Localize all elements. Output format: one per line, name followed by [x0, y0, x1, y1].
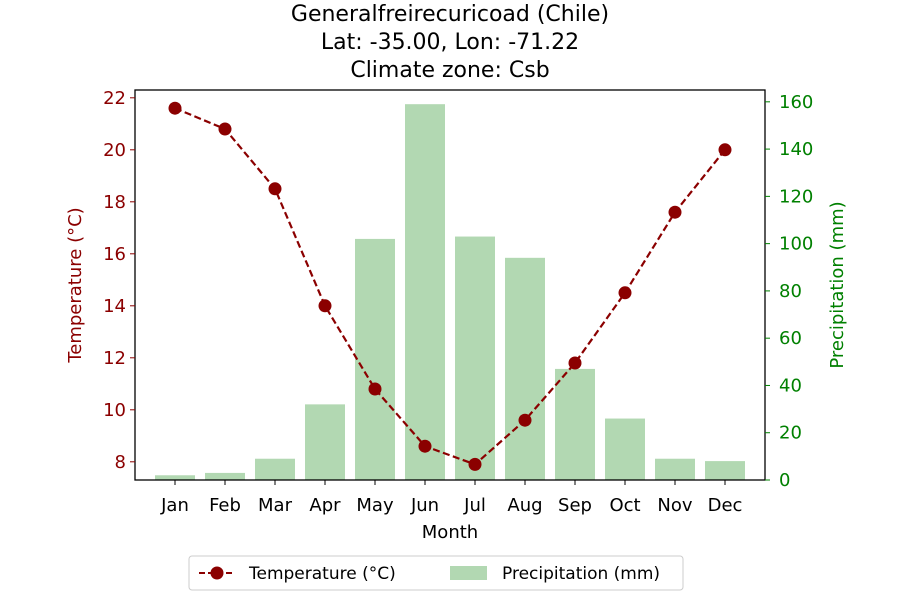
left-tick-label: 18 [103, 192, 126, 213]
left-axis-ticks: 8 10 12 14 16 18 20 22 [103, 88, 135, 473]
right-tick-label: 120 [779, 186, 813, 207]
x-tick-label: Jul [463, 495, 486, 516]
temperature-line [168, 101, 732, 471]
temperature-series-line [174, 107, 726, 466]
precipitation-bars [155, 104, 745, 480]
precipitation-bar-sep [555, 368, 595, 480]
precipitation-bar-jun [405, 104, 445, 480]
legend-temperature-label: Temperature (°C) [248, 564, 396, 584]
legend-precipitation-swatch [450, 566, 487, 580]
x-axis-ticks: Jan Feb Mar Apr May Jun Jul Aug Sep Oct Nov Dec [160, 480, 742, 516]
chart-title: Generalfreirecuricoad (Chile) [291, 2, 609, 27]
right-tick-label: 0 [779, 470, 790, 491]
plot-frame [134, 89, 766, 481]
x-tick-label: Mar [258, 495, 293, 516]
left-tick-label: 14 [103, 296, 126, 317]
x-tick-label: Feb [209, 495, 241, 516]
right-axis-label: Precipitation (mm) [827, 201, 848, 368]
precipitation-bar-jul [455, 236, 495, 480]
left-tick-label: 22 [103, 88, 126, 109]
legend-box [188, 555, 684, 591]
left-tick-label: 10 [103, 400, 126, 421]
right-tick-label: 20 [779, 423, 802, 444]
x-tick-label: May [356, 495, 394, 516]
precipitation-bar-oct [605, 418, 645, 480]
legend-precipitation-label: Precipitation (mm) [502, 564, 660, 584]
chart-subtitle-climate-zone: Climate zone: Csb [350, 58, 549, 83]
right-tick-label: 60 [779, 328, 802, 349]
x-tick-label: Jun [410, 495, 439, 516]
precipitation-bar-jan [155, 475, 195, 480]
precipitation-bar-aug [505, 257, 545, 480]
precipitation-bar-mar [255, 458, 295, 480]
precipitation-bar-apr [305, 404, 345, 480]
x-tick-label: Aug [507, 495, 542, 516]
temperature-point-jul [468, 457, 482, 471]
right-axis-ticks: 0 20 40 60 80 100 120 140 160 [765, 92, 813, 491]
x-tick-label: Oct [609, 495, 640, 516]
left-tick-label: 20 [103, 140, 126, 161]
temperature-point-dec [718, 143, 732, 157]
legend-temperature-marker [210, 566, 224, 580]
right-tick-label: 100 [779, 234, 813, 255]
temperature-point-aug [518, 413, 532, 427]
x-axis-label: Month [422, 522, 478, 543]
legend: Temperature (°C) Precipitation (mm) [188, 555, 684, 591]
x-tick-label: Dec [708, 495, 743, 516]
precipitation-bar-dec [705, 461, 745, 480]
right-tick-label: 80 [779, 281, 802, 302]
temperature-point-sep [568, 356, 582, 370]
chart-subtitle-coordinates: Lat: -35.00, Lon: -71.22 [321, 30, 579, 55]
x-tick-label: Apr [309, 495, 341, 516]
temperature-point-jun [418, 439, 432, 453]
left-tick-label: 12 [103, 348, 126, 369]
temperature-point-oct [618, 286, 632, 300]
temperature-point-may [368, 382, 382, 396]
x-tick-label: Nov [657, 495, 692, 516]
temperature-point-nov [668, 205, 682, 219]
temperature-point-feb [218, 122, 232, 136]
left-tick-label: 8 [115, 452, 126, 473]
precipitation-bar-feb [205, 472, 245, 480]
right-tick-label: 140 [779, 139, 813, 160]
precipitation-bar-may [355, 238, 395, 480]
x-tick-label: Sep [558, 495, 592, 516]
left-axis-label: Temperature (°C) [65, 207, 86, 363]
precipitation-bar-nov [655, 458, 695, 480]
temperature-point-mar [268, 182, 282, 196]
temperature-point-jan [168, 101, 182, 115]
x-tick-label: Jan [160, 495, 189, 516]
left-tick-label: 16 [103, 244, 126, 265]
right-tick-label: 40 [779, 375, 802, 396]
right-tick-label: 160 [779, 92, 813, 113]
temperature-point-apr [318, 299, 332, 313]
